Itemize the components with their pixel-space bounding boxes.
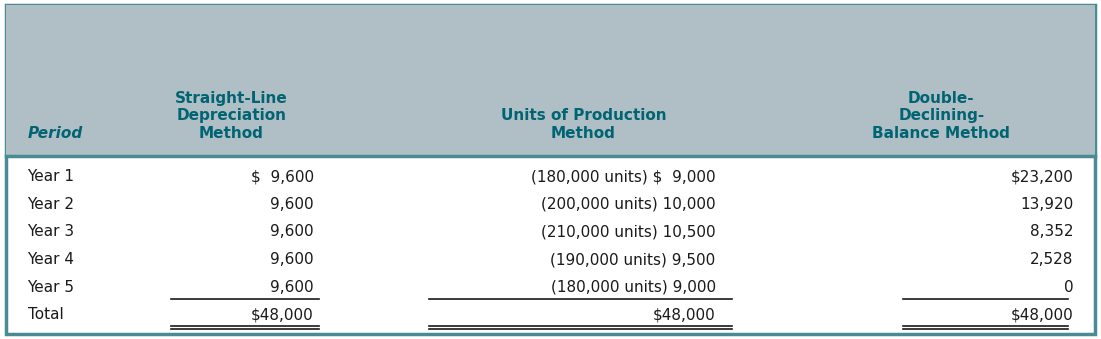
Text: 9,600: 9,600 [270, 252, 314, 267]
Text: 2,528: 2,528 [1031, 252, 1073, 267]
Text: $48,000: $48,000 [653, 307, 716, 322]
Text: Year 4: Year 4 [28, 252, 75, 267]
Text: (200,000 units) 10,000: (200,000 units) 10,000 [541, 197, 716, 212]
Text: Year 1: Year 1 [28, 169, 75, 184]
Text: $  9,600: $ 9,600 [251, 169, 314, 184]
Text: (210,000 units) 10,500: (210,000 units) 10,500 [541, 224, 716, 239]
Text: 9,600: 9,600 [270, 224, 314, 239]
Text: 13,920: 13,920 [1021, 197, 1073, 212]
Text: $48,000: $48,000 [1011, 307, 1073, 322]
Text: $23,200: $23,200 [1011, 169, 1073, 184]
Text: 8,352: 8,352 [1029, 224, 1073, 239]
Text: (190,000 units) 9,500: (190,000 units) 9,500 [550, 252, 716, 267]
Text: (180,000 units) 9,000: (180,000 units) 9,000 [550, 280, 716, 295]
Text: $48,000: $48,000 [251, 307, 314, 322]
Text: Year 3: Year 3 [28, 224, 75, 239]
Bar [6, 5, 1095, 156]
Text: 9,600: 9,600 [270, 197, 314, 212]
Text: Units of Production
Method: Units of Production Method [501, 108, 666, 141]
Text: Year 2: Year 2 [28, 197, 75, 212]
Text: Total: Total [28, 307, 63, 322]
Text: (180,000 units) $  9,000: (180,000 units) $ 9,000 [531, 169, 716, 184]
Text: Straight-Line
Depreciation
Method: Straight-Line Depreciation Method [175, 91, 287, 141]
Text: Double-
Declining-
Balance Method: Double- Declining- Balance Method [872, 91, 1011, 141]
Text: 0: 0 [1064, 280, 1073, 295]
Text: Year 5: Year 5 [28, 280, 75, 295]
Text: Period: Period [28, 126, 83, 141]
Text: 9,600: 9,600 [270, 280, 314, 295]
